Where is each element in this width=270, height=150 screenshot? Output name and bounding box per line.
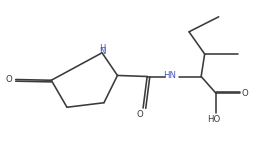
Text: O: O (137, 110, 143, 119)
Text: O: O (5, 75, 12, 84)
Text: H: H (99, 44, 106, 53)
Text: HN: HN (164, 71, 177, 80)
Text: O: O (242, 88, 248, 98)
Text: HO: HO (207, 115, 220, 124)
Text: N: N (99, 47, 106, 56)
